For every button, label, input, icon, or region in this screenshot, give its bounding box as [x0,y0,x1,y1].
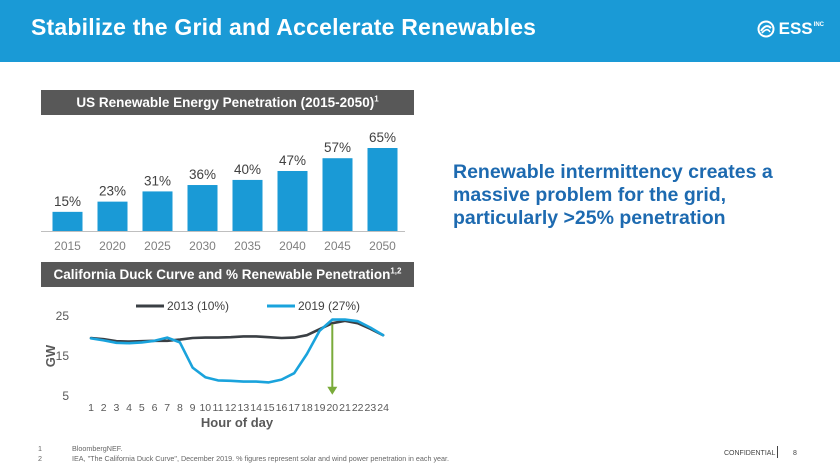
x-tick-label: 24 [377,402,389,414]
x-tick-label: 9 [190,402,196,414]
x-tick-label: 2040 [279,239,306,253]
footer-divider [777,446,778,458]
y-axis-label: GW [43,344,58,367]
footnote: 2 IEA, "The California Duck Curve", Dece… [38,454,449,464]
x-tick-label: 2 [101,402,107,414]
x-tick-label: 19 [314,402,326,414]
confidential-label: CONFIDENTIAL [724,450,776,457]
key-message: Renewable intermittency creates a massiv… [453,161,773,229]
x-tick-label: 2035 [234,239,261,253]
logo-superscript: INC [813,22,824,28]
x-tick-label: 5 [139,402,145,414]
x-tick-label: 14 [250,402,262,414]
legend-label: 2019 (27%) [298,299,360,313]
bar [322,158,353,231]
x-tick-label: 21 [339,402,351,414]
x-tick-label: 12 [225,402,237,414]
series-line [89,319,385,343]
x-tick-label: 4 [126,402,132,414]
footnote-number: 2 [38,454,42,463]
page-title: Stabilize the Grid and Accelerate Renewa… [31,14,537,40]
bar-chart-title: US Renewable Energy Penetration (2015-20… [41,90,414,115]
bar-value-label: 15% [54,194,81,209]
title-banner: Stabilize the Grid and Accelerate Renewa… [0,0,840,62]
x-tick-label: 8 [177,402,183,414]
y-tick-label: 15 [56,349,70,363]
x-tick-label: 23 [365,402,377,414]
ess-logo-icon [757,20,775,38]
footnote-number: 1 [38,444,42,453]
bar [232,179,263,231]
x-tick-label: 20 [326,402,338,414]
annotation-arrow-head [327,386,338,395]
bar-value-label: 23% [99,184,126,199]
footnotes: 1 BloombergNEF. 2 IEA, "The California D… [38,444,449,464]
bar-value-label: 36% [189,167,216,182]
x-tick-label: 2045 [324,239,351,253]
x-tick-label: 11 [213,402,224,414]
bar [187,185,218,231]
x-tick-label: 2025 [144,239,171,253]
page-number: 8 [793,450,797,457]
duck-chart-title-text: California Duck Curve and % Renewable Pe… [53,267,391,282]
bar-chart-title-text: US Renewable Energy Penetration (2015-20… [76,95,375,110]
series-line [89,318,385,384]
bar [142,191,173,231]
x-tick-label: 1 [88,402,94,414]
x-tick-label: 16 [276,402,288,414]
x-axis-label: Hour of day [201,415,274,430]
bar-value-label: 40% [234,162,261,177]
x-tick-label: 3 [113,402,119,414]
bar-value-label: 31% [144,173,171,188]
renewable-penetration-bar-chart: 15% 2015 23% 2020 31% 2025 36% 2030 40% 2035 47% 20… [41,130,405,253]
x-tick-label: 2015 [54,239,81,253]
bar [97,201,128,231]
bar [367,148,398,231]
bar-value-label: 65% [369,130,396,145]
bar [277,170,308,231]
x-tick-label: 22 [352,402,364,414]
x-tick-label: 10 [199,402,211,414]
footnote-text: IEA, "The California Duck Curve", Decemb… [72,454,450,463]
x-tick-label: 18 [301,402,313,414]
x-tick-label: 2020 [99,239,126,253]
bar-value-label: 47% [279,153,306,168]
bar [52,211,83,231]
footnote-text: BloombergNEF. [72,444,123,453]
company-logo: ESS INC [757,20,824,38]
footnote: 1 BloombergNEF. [38,444,449,454]
y-tick-label: 5 [62,389,69,403]
bar-value-label: 57% [324,140,351,155]
x-tick-label: 2030 [189,239,216,253]
x-tick-label: 6 [152,402,158,414]
x-tick-label: 2050 [369,239,396,253]
duck-chart-title-footnote: 1,2 [390,266,402,276]
x-tick-label: 15 [263,402,275,414]
y-tick-label: 25 [56,309,70,323]
duck-chart-title: California Duck Curve and % Renewable Pe… [41,262,414,287]
legend-label: 2013 (10%) [167,299,229,313]
bar-chart-title-footnote: 1 [374,94,379,104]
logo-text: ESS [778,19,813,38]
x-tick-label: 13 [238,402,250,414]
x-tick-label: 17 [288,402,300,414]
x-tick-label: 7 [164,402,170,414]
